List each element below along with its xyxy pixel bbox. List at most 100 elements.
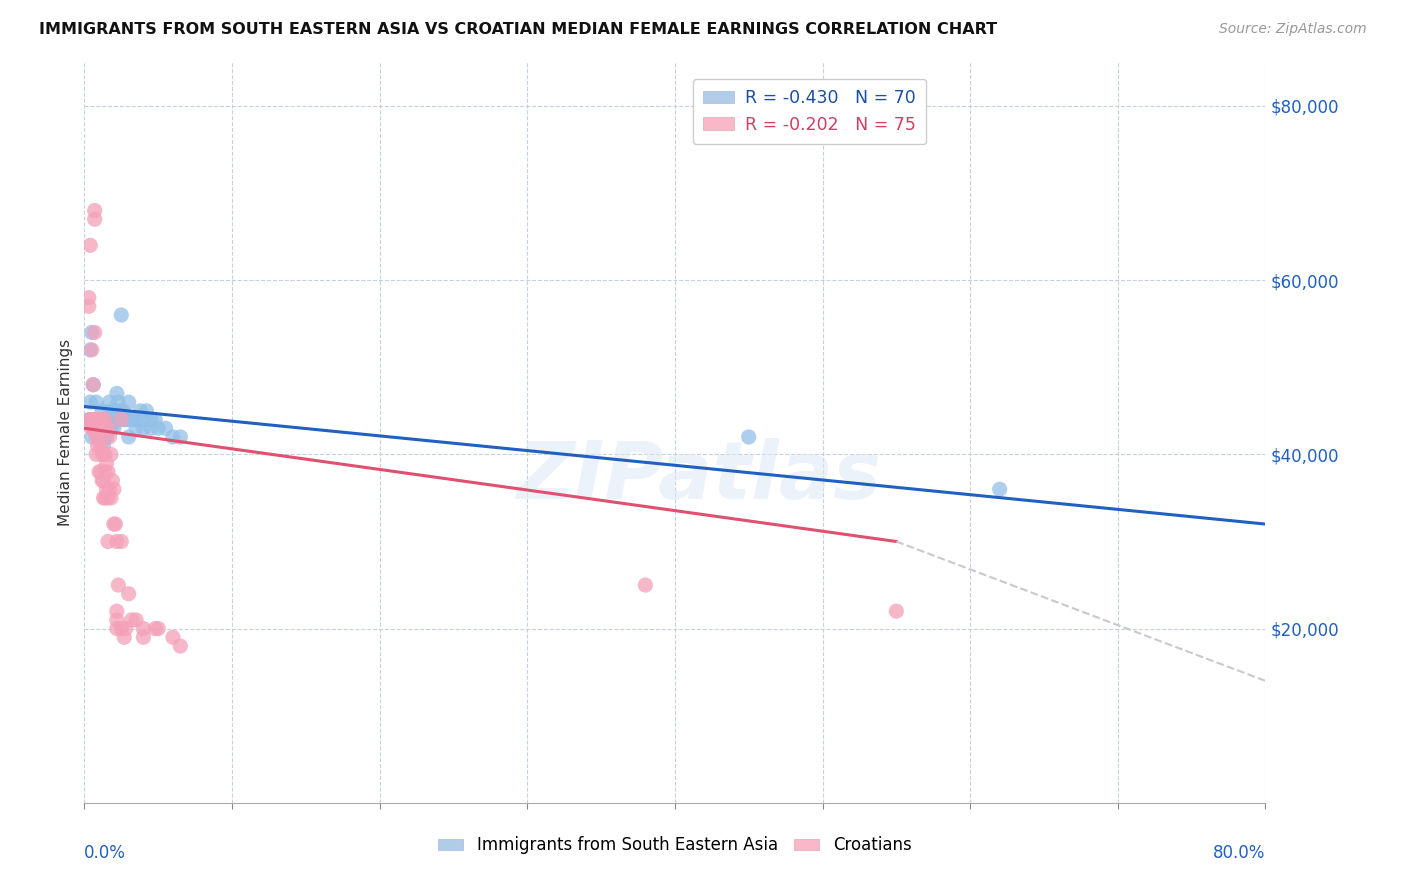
Point (91, 447, 114, 461)
Point (79, 238, 101, 252)
Point (77, 299, 100, 313)
Point (96, 421, 118, 435)
Point (121, 613, 143, 627)
Point (886, 604, 908, 618)
Point (87, 430, 111, 444)
Point (77, 412, 100, 426)
Point (83, 203, 105, 218)
Point (148, 421, 170, 435)
Point (96, 482, 118, 496)
Point (84, 395, 107, 409)
Point (93, 447, 115, 461)
Text: 80.0%: 80.0% (1213, 845, 1265, 863)
Point (83, 412, 105, 426)
Point (93, 421, 115, 435)
Point (87, 430, 111, 444)
Text: IMMIGRANTS FROM SOUTH EASTERN ASIA VS CROATIAN MEDIAN FEMALE EARNINGS CORRELATIO: IMMIGRANTS FROM SOUTH EASTERN ASIA VS CR… (39, 22, 997, 37)
Point (118, 430, 141, 444)
Point (162, 630, 184, 644)
Point (103, 482, 125, 496)
Point (114, 412, 136, 426)
Point (738, 430, 761, 444)
Point (104, 517, 127, 532)
Point (114, 622, 136, 636)
Point (86, 412, 108, 426)
Point (107, 578, 129, 592)
Point (91, 421, 114, 435)
Point (132, 622, 155, 636)
Point (83, 212, 105, 227)
Point (98, 430, 121, 444)
Point (86, 439, 108, 453)
Point (105, 604, 128, 618)
Point (96, 456, 118, 470)
Point (82, 412, 104, 426)
Point (87, 465, 111, 479)
Point (98, 412, 121, 426)
Point (107, 412, 129, 426)
Point (110, 308, 132, 322)
Point (103, 421, 125, 435)
Point (90, 421, 112, 435)
Point (94, 412, 117, 426)
Point (91, 412, 114, 426)
Point (100, 421, 122, 435)
Point (91, 474, 114, 488)
Point (82, 421, 104, 435)
Point (87, 421, 111, 435)
Point (79, 412, 101, 426)
Point (83, 412, 105, 426)
Point (139, 421, 162, 435)
Point (121, 412, 143, 426)
Point (97, 491, 120, 505)
Point (93, 421, 115, 435)
Point (82, 412, 104, 426)
Point (94, 430, 117, 444)
Point (112, 630, 135, 644)
Point (169, 430, 191, 444)
Point (105, 386, 128, 401)
Point (84, 412, 107, 426)
Point (100, 404, 122, 418)
Point (125, 421, 148, 435)
Point (135, 404, 157, 418)
Point (87, 412, 111, 426)
Point (80, 326, 103, 340)
Point (96, 412, 118, 426)
Point (101, 412, 124, 426)
Text: ZIPatlas: ZIPatlas (516, 438, 882, 516)
Point (98, 395, 121, 409)
Point (105, 613, 128, 627)
Point (80, 430, 103, 444)
Point (93, 491, 115, 505)
Point (110, 622, 132, 636)
Point (100, 447, 122, 461)
Point (80, 421, 103, 435)
Point (80, 412, 103, 426)
Y-axis label: Median Female Earnings: Median Female Earnings (58, 339, 73, 526)
Point (79, 343, 101, 357)
Point (139, 412, 162, 426)
Point (97, 534, 120, 549)
Point (169, 639, 191, 653)
Point (84, 412, 107, 426)
Point (108, 404, 131, 418)
Point (93, 412, 115, 426)
Legend: Immigrants from South Eastern Asia, Croatians: Immigrants from South Eastern Asia, Croa… (432, 830, 918, 861)
Point (90, 439, 112, 453)
Point (96, 430, 118, 444)
Point (87, 421, 111, 435)
Point (103, 404, 125, 418)
Point (82, 377, 104, 392)
Point (162, 430, 184, 444)
Point (132, 421, 155, 435)
Point (86, 412, 108, 426)
Point (93, 439, 115, 453)
Point (143, 412, 166, 426)
Point (94, 491, 117, 505)
Point (79, 395, 101, 409)
Point (143, 622, 166, 636)
Point (118, 587, 141, 601)
Point (97, 412, 120, 426)
Point (91, 421, 114, 435)
